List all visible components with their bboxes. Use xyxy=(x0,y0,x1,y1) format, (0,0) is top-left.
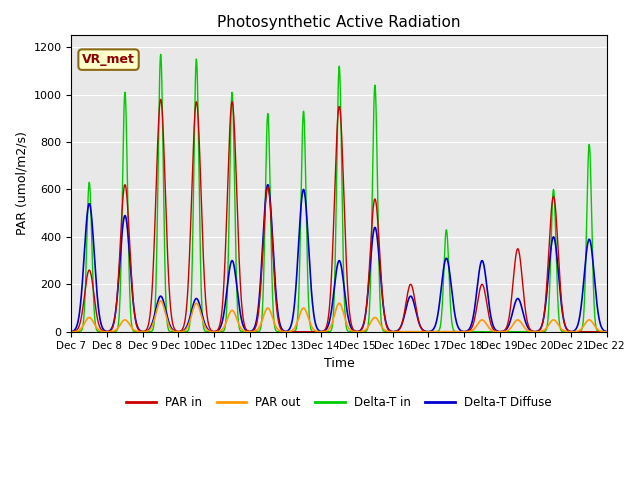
PAR out xyxy=(157,298,164,304)
Delta-T in xyxy=(174,329,182,335)
Delta-T in xyxy=(187,306,195,312)
PAR out xyxy=(174,329,182,335)
PAR in xyxy=(157,96,164,102)
PAR in xyxy=(247,329,255,335)
PAR out xyxy=(389,329,397,335)
Delta-T Diffuse xyxy=(264,182,271,188)
PAR in xyxy=(423,329,431,335)
PAR in xyxy=(493,328,500,334)
PAR in xyxy=(174,329,182,335)
Delta-T Diffuse xyxy=(68,329,76,335)
Line: PAR in: PAR in xyxy=(72,99,607,332)
Line: Delta-T Diffuse: Delta-T Diffuse xyxy=(72,185,607,332)
X-axis label: Time: Time xyxy=(324,357,355,370)
PAR out xyxy=(247,329,255,335)
PAR out xyxy=(540,327,548,333)
Legend: PAR in, PAR out, Delta-T in, Delta-T Diffuse: PAR in, PAR out, Delta-T in, Delta-T Dif… xyxy=(122,391,556,413)
PAR out xyxy=(603,329,611,335)
Line: Delta-T in: Delta-T in xyxy=(72,54,607,332)
PAR out xyxy=(68,329,76,335)
PAR out xyxy=(423,329,431,335)
Title: Photosynthetic Active Radiation: Photosynthetic Active Radiation xyxy=(218,15,461,30)
Delta-T Diffuse xyxy=(540,314,548,320)
PAR in xyxy=(68,329,76,335)
Delta-T in xyxy=(603,329,611,335)
Delta-T Diffuse xyxy=(603,329,611,335)
Delta-T in xyxy=(247,329,255,335)
PAR out xyxy=(493,329,500,335)
Y-axis label: PAR (umol/m2/s): PAR (umol/m2/s) xyxy=(15,132,28,236)
Delta-T in xyxy=(389,329,397,335)
Delta-T in xyxy=(68,329,76,335)
PAR in xyxy=(282,329,289,335)
Delta-T in xyxy=(540,329,548,335)
Delta-T Diffuse xyxy=(175,329,182,335)
Delta-T Diffuse xyxy=(423,329,431,335)
Delta-T Diffuse xyxy=(493,328,500,334)
Text: VR_met: VR_met xyxy=(82,53,135,66)
Delta-T Diffuse xyxy=(187,311,195,317)
Delta-T Diffuse xyxy=(247,328,255,334)
PAR in xyxy=(540,313,548,319)
Delta-T in xyxy=(423,329,431,335)
Delta-T in xyxy=(493,329,500,335)
PAR in xyxy=(187,217,195,223)
Line: PAR out: PAR out xyxy=(72,301,607,332)
PAR out xyxy=(187,315,195,321)
Delta-T Diffuse xyxy=(173,329,181,335)
Delta-T in xyxy=(157,51,164,57)
PAR in xyxy=(603,329,611,335)
